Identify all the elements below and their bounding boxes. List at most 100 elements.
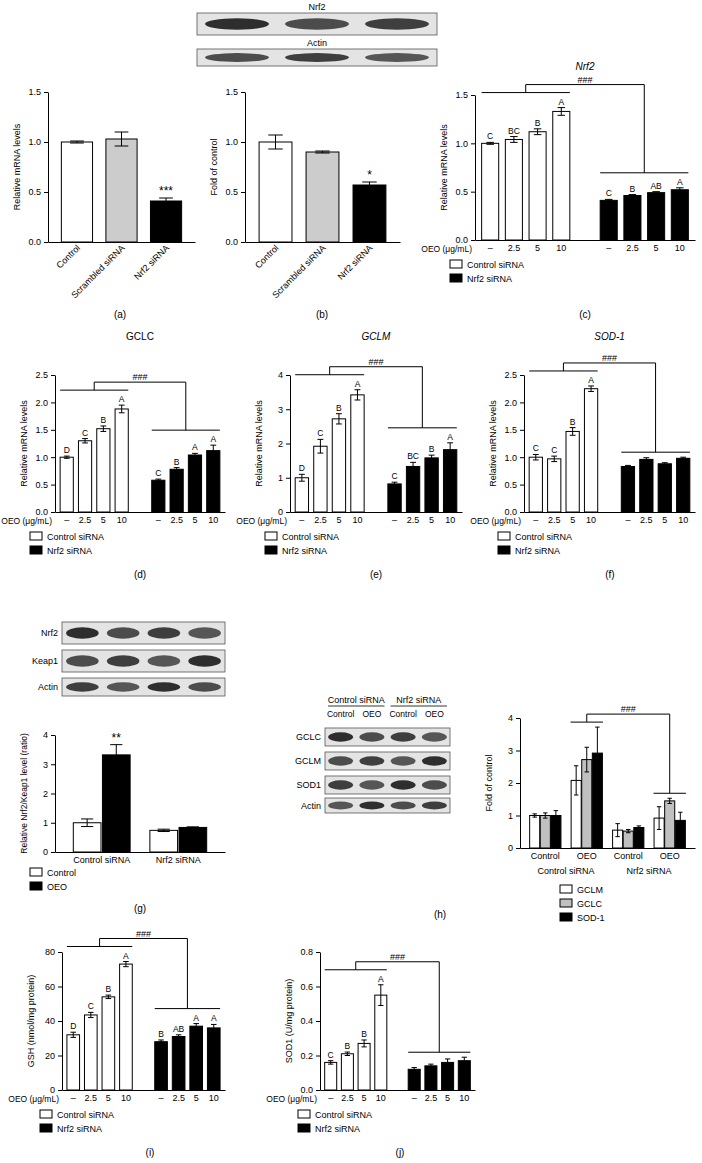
y-tick-mark: [316, 952, 320, 953]
x-tick: Nrf2 siRNA: [336, 243, 375, 282]
y-tick-mark: [58, 952, 62, 953]
significance-label: B: [429, 444, 435, 454]
x-tick-label: –: [156, 515, 161, 525]
error-bar: [410, 462, 416, 470]
x-tick: 5: [654, 243, 659, 253]
plot-marks: [73, 745, 206, 852]
error-bar: [106, 995, 112, 998]
x-tick: 5: [445, 1093, 450, 1103]
y-axis-line: [245, 93, 246, 243]
error-bar: [174, 468, 180, 471]
x-tick-label: 5: [336, 515, 341, 525]
error-bar: [299, 474, 305, 481]
x-tick: Control: [54, 243, 82, 271]
x-tick-label: 10: [352, 515, 362, 525]
y-tick: 0.8: [300, 947, 320, 957]
y-tick-label: 0.6: [300, 982, 313, 992]
error-bar: [82, 439, 88, 443]
significance-label: A: [210, 434, 216, 444]
y-tick-mark: [316, 987, 320, 988]
error-bar: [315, 151, 329, 153]
error-bar: [615, 824, 619, 837]
y-tick: 3: [508, 746, 520, 756]
x-tick-label: 5: [101, 515, 106, 525]
legend-swatch: [498, 532, 510, 540]
y-axis: 0.00.51.01.52.02.5: [35, 370, 55, 517]
blot-row-label: Actin: [38, 682, 58, 692]
comparison-bracket: [571, 714, 686, 793]
panel-label: (a): [114, 309, 126, 320]
chart-title: Nrf2: [576, 61, 595, 72]
significance-label: A: [355, 379, 361, 389]
error-bar: [110, 745, 122, 765]
bar: [150, 201, 181, 242]
significance-label: B: [630, 184, 636, 194]
legend-swatch: [450, 274, 462, 282]
x-axis: –2.5510–2.5510: [291, 513, 463, 526]
x-tick-label: 10: [376, 1093, 386, 1103]
y-axis-title: Relative mRNA levels: [439, 124, 449, 211]
error-bar: [268, 135, 282, 149]
blot-strip: [325, 798, 450, 813]
x-tick: 5: [192, 515, 197, 525]
blot-band: [328, 732, 353, 741]
y-tick-mark: [520, 430, 524, 431]
error-bar: [585, 747, 589, 772]
y-tick-mark: [58, 1090, 62, 1091]
y-tick-mark: [44, 92, 48, 93]
x-tick: –: [533, 515, 538, 525]
error-bar: [70, 1032, 76, 1037]
x-tick: –: [328, 1093, 333, 1103]
plot-marks: [482, 108, 689, 240]
panel: CBCBACBABA0.00.51.01.5–2.5510–2.5510OEO …: [421, 61, 695, 254]
x-axis-title: OEO (μg/mL): [266, 1094, 317, 1104]
significance-label: C: [391, 471, 397, 481]
y-axis: 0.00.51.01.5: [455, 90, 475, 245]
bar: [78, 441, 91, 512]
error-bar: [361, 1040, 366, 1047]
y-axis-title: Relative mRNA levels: [19, 400, 29, 487]
blot-band: [422, 756, 447, 765]
x-tick-label: 2.5: [508, 243, 521, 253]
blot-band: [285, 18, 349, 29]
y-tick-mark: [51, 402, 55, 403]
y-tick: 0.5: [28, 187, 48, 197]
legend-swatch: [560, 913, 572, 921]
blot-band: [422, 802, 447, 810]
blot-lane-label: Control: [327, 709, 355, 719]
y-tick-label: 0.0: [28, 237, 41, 247]
error-bar: [211, 1024, 217, 1031]
y-tick: 0.6: [300, 982, 320, 992]
y-axis: 01234: [43, 730, 56, 857]
error-bar: [445, 1059, 450, 1066]
x-tick: Control: [253, 243, 281, 271]
legend-label: Control siRNA: [467, 260, 524, 270]
bar: [152, 480, 165, 512]
y-tick: 2: [508, 778, 520, 788]
error-bar: [629, 195, 637, 197]
bar: [540, 816, 550, 849]
x-tick-label: 2.5: [626, 243, 639, 253]
y-tick-mark: [44, 242, 48, 243]
y-axis: 01234: [278, 370, 291, 517]
legend: GCLMGCLCSOD-1: [560, 885, 605, 923]
y-tick: 0.5: [35, 480, 55, 490]
x-tick-label: 2.5: [425, 1093, 438, 1103]
legend-label: Control siRNA: [282, 532, 339, 542]
error-bar: [486, 142, 494, 144]
blot-band: [391, 756, 416, 765]
plot-marks: [325, 985, 471, 1090]
y-tick: 4: [43, 730, 55, 740]
y-axis-title: Fold of control: [484, 754, 494, 811]
y-tick-mark: [516, 783, 520, 784]
error-bar: [605, 199, 613, 201]
blot-band: [359, 732, 384, 741]
panel-label: (h): [434, 909, 446, 920]
x-tick: 2.5: [85, 1093, 98, 1103]
legend-swatch: [265, 532, 277, 540]
bar: [150, 830, 178, 852]
x-tick-label: 5: [362, 1093, 367, 1103]
significance-label: A: [378, 974, 384, 984]
x-tick-label: –: [64, 515, 69, 525]
bar: [634, 828, 644, 848]
